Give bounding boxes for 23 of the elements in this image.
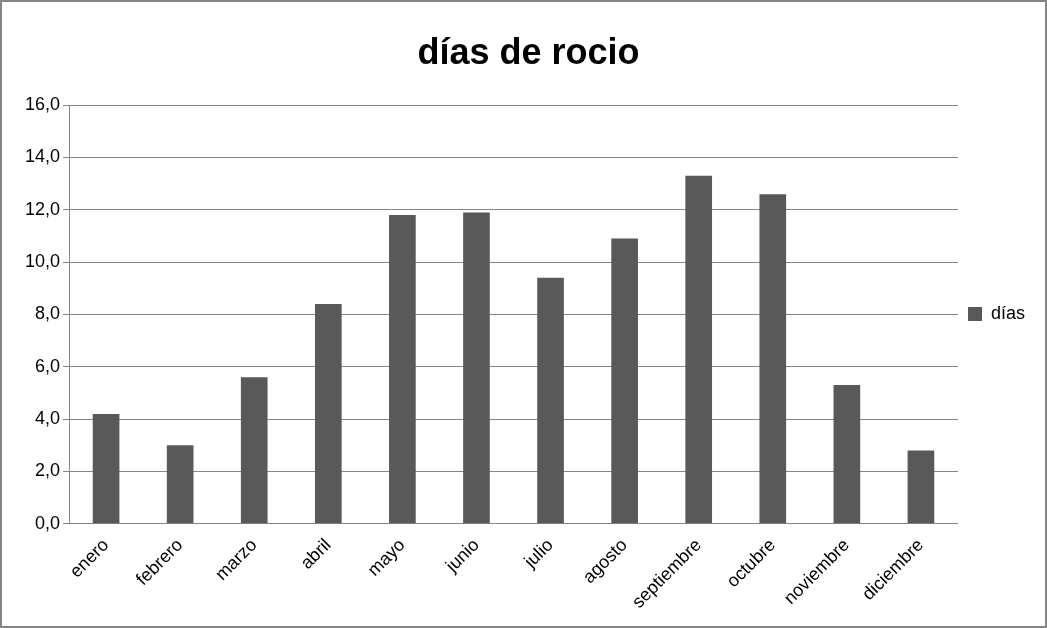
bar (685, 175, 713, 524)
y-tick-label: 14,0 (24, 146, 61, 167)
bar (240, 377, 268, 524)
chart-title: días de rocio (417, 30, 640, 72)
y-tick-label: 2,0 (35, 460, 61, 481)
bar (611, 238, 638, 524)
bar (833, 385, 861, 524)
bar (92, 413, 120, 524)
bar (463, 212, 490, 524)
legend-label: días (990, 302, 1026, 323)
y-tick-label: 16,0 (24, 94, 61, 115)
bar (314, 304, 342, 524)
y-tick-label: 0,0 (35, 512, 61, 533)
y-tick-label: 4,0 (35, 408, 61, 429)
bar (759, 194, 787, 524)
bar (537, 277, 564, 524)
bar (166, 445, 194, 524)
y-tick-label: 6,0 (35, 355, 61, 376)
y-tick-label: 10,0 (24, 251, 61, 272)
bar (389, 215, 416, 524)
y-tick-label: 12,0 (24, 198, 61, 219)
bar (907, 450, 935, 524)
y-tick-label: 8,0 (35, 303, 61, 324)
